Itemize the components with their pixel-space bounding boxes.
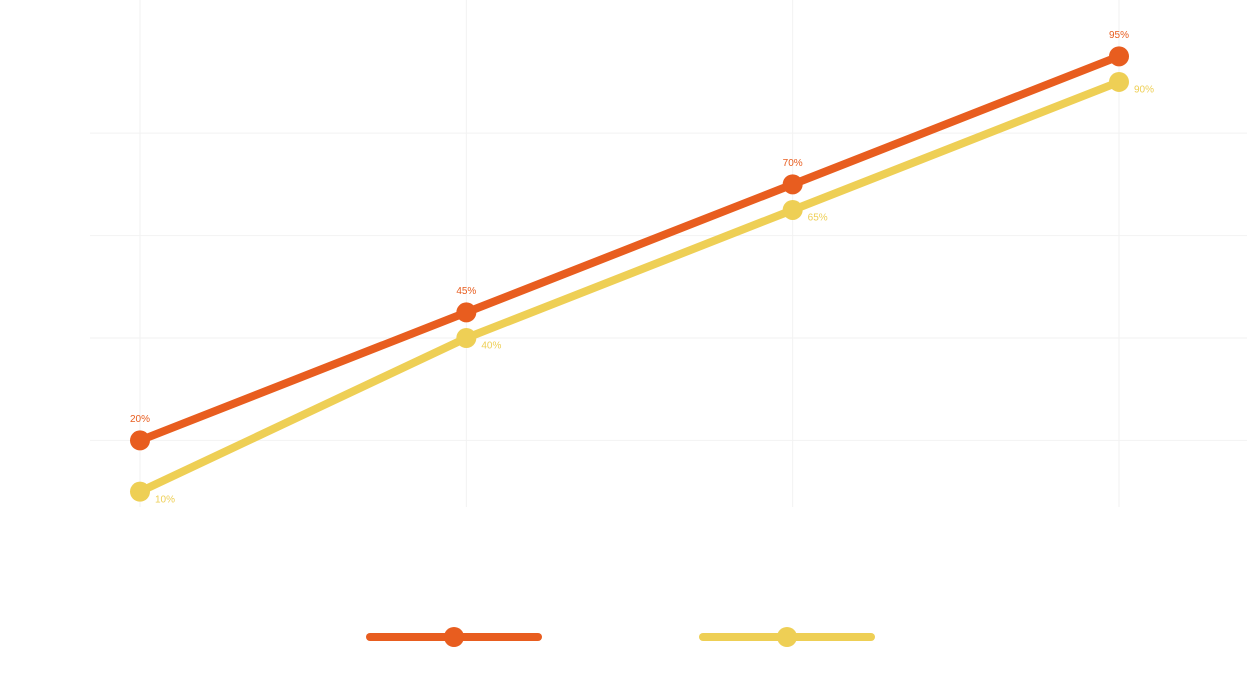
legend-marker [444, 627, 464, 647]
point [456, 302, 477, 323]
data-label: 45% [456, 286, 476, 297]
point [456, 328, 477, 348]
data-label: 90% [1134, 85, 1154, 96]
point [1109, 71, 1129, 92]
data-label: 95% [1109, 30, 1129, 41]
point [782, 174, 803, 195]
data-label: 20% [130, 414, 150, 425]
point [782, 199, 803, 220]
series-line [138, 78, 1121, 496]
series-line [138, 52, 1121, 445]
point [1109, 46, 1129, 67]
data-label: 65% [808, 213, 828, 224]
point [130, 430, 150, 451]
data-label: 70% [783, 158, 803, 169]
legend-marker [777, 627, 797, 647]
data-label: 10% [155, 494, 175, 505]
point [130, 481, 150, 502]
data-label: 40% [481, 341, 501, 352]
